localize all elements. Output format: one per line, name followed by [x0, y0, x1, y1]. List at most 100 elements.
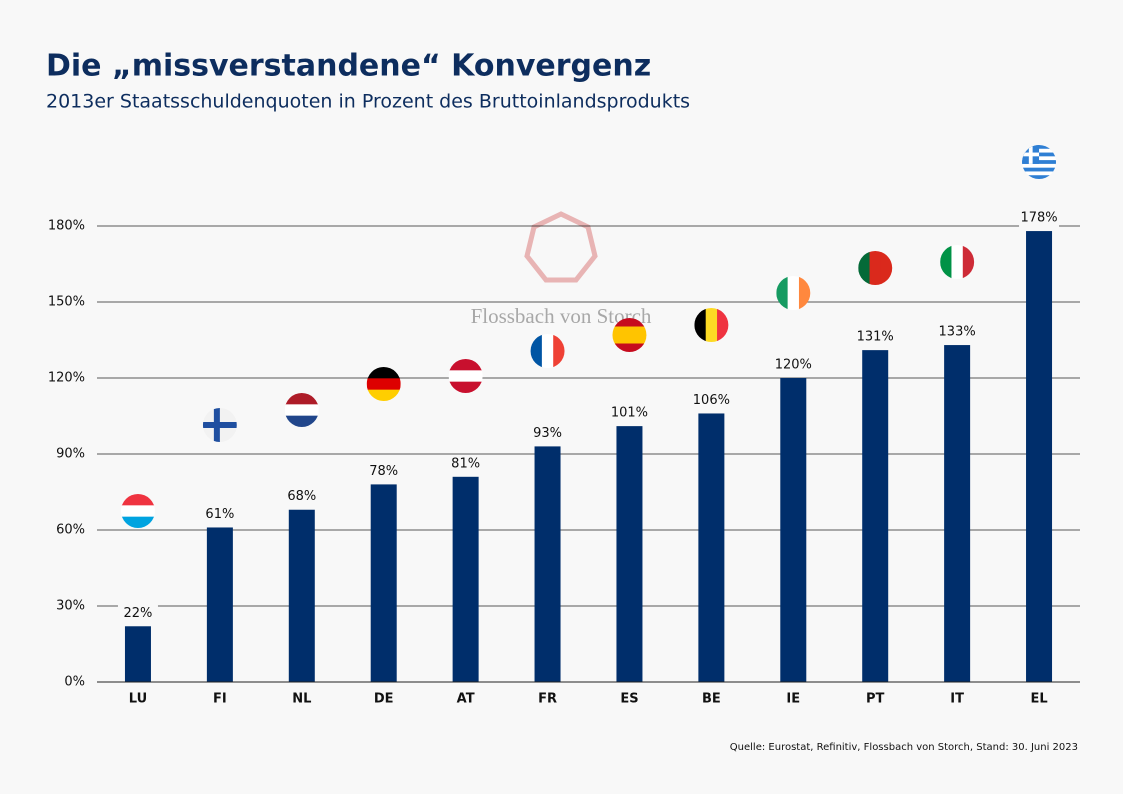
flag — [530, 334, 565, 368]
x-tick-label: EL — [1030, 692, 1047, 707]
y-tick-label: 180% — [48, 219, 85, 234]
bar — [124, 626, 151, 682]
flag-stripe — [612, 318, 647, 327]
bar — [370, 484, 397, 682]
flag — [940, 245, 975, 279]
y-tick-label: 60% — [56, 523, 85, 538]
flag-stripe — [1022, 163, 1057, 169]
x-tick-label: IE — [786, 692, 800, 707]
x-tick-label: FI — [213, 692, 227, 707]
x-tick-label: FR — [538, 692, 557, 707]
flag — [612, 318, 647, 352]
value-label: 81% — [451, 456, 480, 471]
flag-stripe — [776, 276, 789, 310]
flag-stripe — [612, 335, 647, 344]
x-tick-label: PT — [866, 692, 885, 707]
value-label: 22% — [124, 606, 153, 621]
value-label: 78% — [369, 464, 398, 479]
chart-subtitle: 2013er Staatsschuldenquoten in Prozent d… — [46, 91, 690, 113]
flag-stripe — [962, 245, 975, 279]
flag-stripe — [940, 245, 952, 279]
flag-stripe — [612, 343, 647, 352]
flag-stripe — [694, 308, 707, 342]
flag-stripe — [366, 367, 401, 379]
flag — [366, 367, 401, 401]
bar — [862, 350, 889, 682]
flag — [120, 494, 155, 528]
flag-stripe — [366, 389, 401, 401]
flag-stripe — [448, 381, 483, 393]
label-background — [937, 323, 978, 342]
flag-stripe — [120, 505, 155, 518]
flag-stripe — [120, 516, 155, 528]
label-background — [445, 454, 486, 473]
flag — [284, 393, 319, 427]
flag-stripe — [553, 334, 565, 368]
chart-title: Die „missverstandene“ Konvergenz — [46, 49, 651, 84]
flag-stripe — [366, 378, 401, 391]
flag-stripe — [612, 326, 647, 336]
value-label: 68% — [287, 489, 316, 504]
flag-stripe — [717, 308, 729, 342]
flag-stripe — [951, 245, 964, 279]
label-background — [691, 391, 732, 410]
value-label: 93% — [533, 426, 562, 441]
flag-stripe — [787, 276, 800, 310]
flag — [448, 359, 483, 393]
y-tick-label: 30% — [56, 599, 85, 614]
x-tick-label: BE — [702, 692, 721, 707]
label-background — [855, 328, 896, 347]
label-background — [527, 424, 568, 443]
flag-stripe — [448, 370, 483, 383]
flag-stripe — [869, 251, 882, 285]
x-tick-label: ES — [620, 692, 638, 707]
bar — [616, 426, 643, 682]
flag-stripe — [284, 393, 319, 405]
flag-stripe — [530, 334, 543, 368]
flag — [694, 308, 729, 342]
x-tick-label: NL — [292, 692, 311, 707]
value-label: 106% — [693, 393, 730, 408]
flag-stripe — [1022, 175, 1057, 179]
flag-stripe — [120, 494, 155, 506]
label-background — [281, 487, 322, 506]
value-label: 178% — [1020, 211, 1057, 226]
y-tick-label: 150% — [48, 295, 85, 310]
label-background — [117, 604, 158, 623]
x-tick-label: AT — [457, 692, 475, 707]
flag-stripe — [284, 415, 319, 427]
bar — [1026, 231, 1053, 683]
label-background — [199, 505, 240, 524]
flag — [776, 276, 811, 310]
label-background — [363, 462, 404, 481]
value-label: 61% — [205, 507, 234, 522]
flag-stripe — [705, 308, 718, 342]
label-background — [1019, 209, 1060, 228]
flag-stripe — [448, 359, 483, 371]
label-background — [609, 404, 650, 423]
flag-stripe — [880, 251, 893, 285]
bar — [698, 413, 725, 682]
flag — [858, 251, 893, 285]
value-label: 131% — [857, 330, 894, 345]
bar — [452, 476, 479, 682]
y-tick-label: 0% — [64, 675, 85, 690]
y-tick-label: 90% — [56, 447, 85, 462]
bar — [288, 509, 315, 682]
flag-stripe — [541, 334, 554, 368]
flag — [1022, 145, 1057, 179]
value-label: 133% — [939, 325, 976, 340]
bar — [780, 378, 807, 682]
x-tick-label: IT — [950, 692, 964, 707]
bar — [944, 345, 971, 682]
y-tick-label: 120% — [48, 371, 85, 386]
flag-stripe — [213, 408, 220, 442]
bar — [534, 446, 561, 682]
flag-stripe — [858, 251, 871, 285]
flag — [202, 408, 237, 442]
flag-stripe — [798, 276, 811, 310]
flag-stripe — [1028, 145, 1033, 164]
label-background — [773, 356, 814, 374]
